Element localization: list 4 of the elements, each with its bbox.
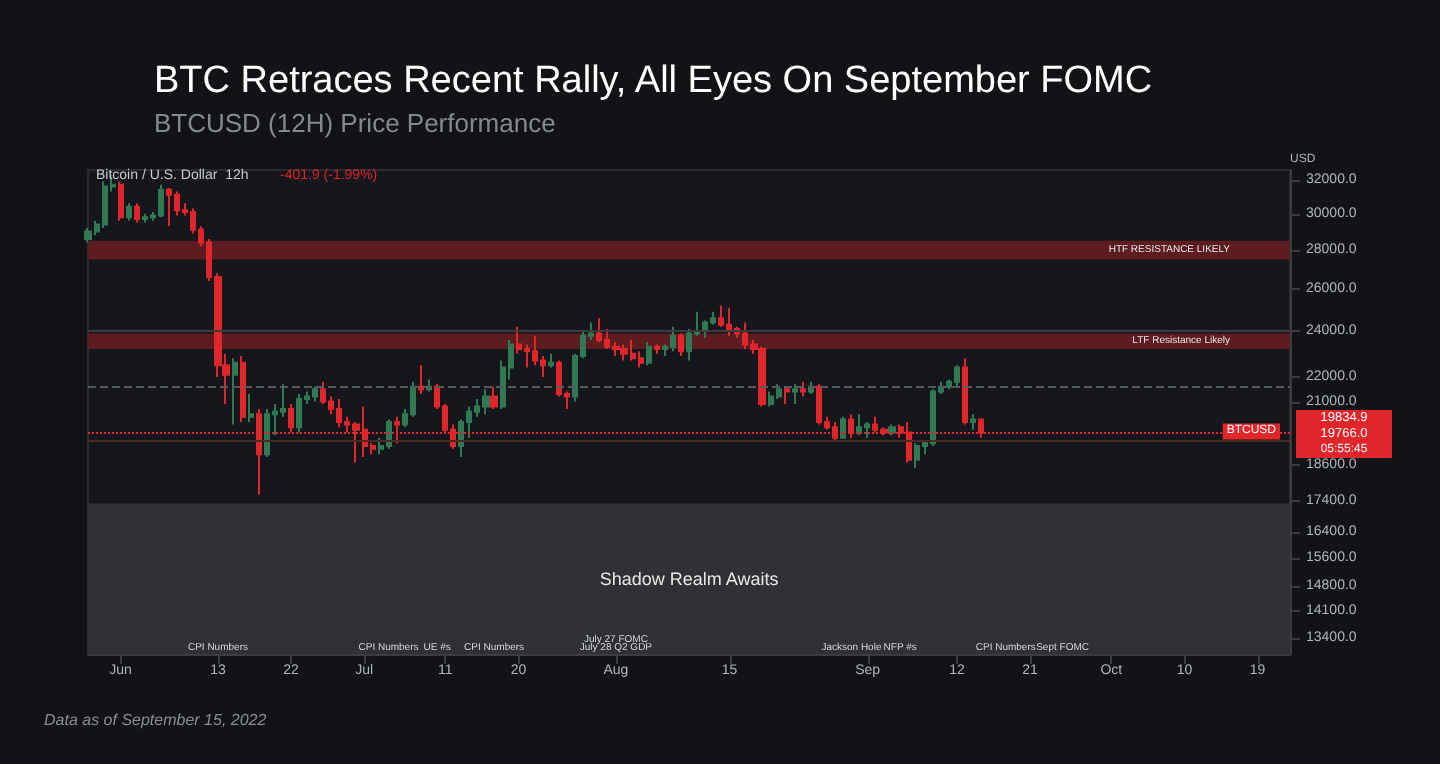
text: Data as of September 15, 2022 xyxy=(44,711,268,729)
chart-title: BTC Retraces Recent Rally, All Eyes On September FOMC xyxy=(154,60,1153,102)
band-label: Shadow Realm Awaits xyxy=(599,568,780,589)
chart-subtitle: BTCUSD (12H) Price Performance xyxy=(154,108,556,138)
